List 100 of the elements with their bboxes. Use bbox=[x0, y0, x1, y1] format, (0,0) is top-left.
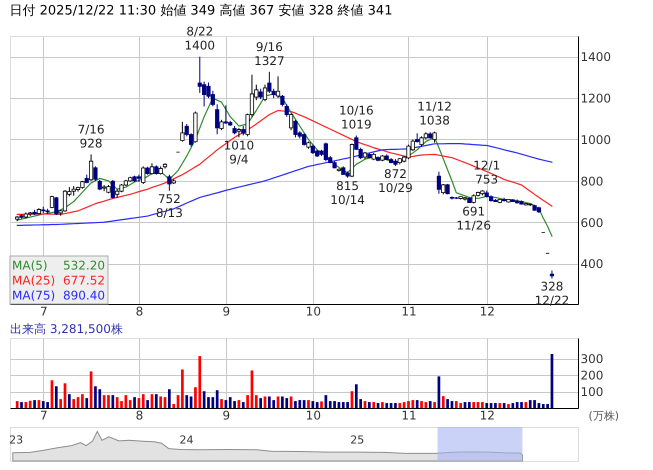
bar bbox=[220, 399, 223, 408]
candlestick bbox=[62, 190, 68, 212]
annotation: 12/1 753 bbox=[473, 158, 500, 187]
annotation: 328 12/22 bbox=[534, 280, 570, 308]
candlestick bbox=[288, 113, 294, 131]
bar bbox=[38, 400, 40, 408]
bar bbox=[72, 399, 76, 408]
bar bbox=[250, 370, 254, 408]
bar bbox=[211, 397, 214, 408]
bar bbox=[528, 400, 532, 408]
bar bbox=[416, 400, 419, 408]
candlestick bbox=[54, 196, 58, 216]
bar bbox=[464, 402, 466, 408]
bar bbox=[133, 397, 136, 408]
bar bbox=[316, 402, 319, 408]
candlestick bbox=[88, 154, 94, 182]
bar bbox=[307, 400, 310, 408]
x-tick-label: 10 bbox=[306, 408, 321, 422]
bar bbox=[485, 403, 488, 408]
bar bbox=[320, 401, 323, 408]
bar bbox=[107, 395, 110, 408]
bar bbox=[302, 400, 306, 408]
bar bbox=[98, 389, 102, 408]
bar bbox=[272, 400, 276, 408]
annotation: 752 8/13 bbox=[156, 192, 183, 220]
chart-title: 日付 2025/12/22 11:30 始値 349 高値 367 安値 328 終値 341 bbox=[10, 2, 392, 19]
annotation: 9/16 1327 bbox=[254, 40, 285, 68]
candlestick bbox=[180, 121, 184, 142]
bar bbox=[290, 396, 292, 408]
candlestick bbox=[141, 166, 146, 184]
bar bbox=[111, 395, 114, 408]
bar bbox=[472, 402, 476, 408]
text: MA(75) bbox=[12, 288, 56, 302]
annotation: 890.40 bbox=[63, 288, 105, 302]
bar bbox=[428, 401, 432, 408]
bar bbox=[24, 402, 28, 408]
annotation: 815 10/14 bbox=[330, 178, 365, 207]
bar bbox=[507, 404, 510, 408]
bar bbox=[376, 403, 380, 408]
annotation: 11/12 1038 bbox=[417, 100, 452, 128]
candlestick bbox=[419, 136, 424, 148]
candlestick bbox=[472, 194, 476, 204]
bar bbox=[216, 390, 219, 408]
candlestick bbox=[154, 164, 158, 176]
y-axis-title: (万株) bbox=[588, 410, 620, 422]
candlestick bbox=[441, 183, 446, 195]
bar bbox=[142, 394, 145, 408]
bar bbox=[68, 394, 71, 408]
bar bbox=[154, 394, 158, 408]
bar bbox=[16, 401, 19, 408]
y-tick-label: 100 bbox=[580, 385, 604, 400]
bar bbox=[298, 400, 302, 408]
y-tick-label: 600 bbox=[580, 216, 604, 230]
candlestick bbox=[241, 126, 246, 136]
bar bbox=[520, 402, 523, 408]
x-tick-label: 8 bbox=[136, 408, 144, 422]
x-tick-label: 9 bbox=[222, 304, 230, 318]
annotation: 1010 9/4 bbox=[224, 138, 254, 166]
bar bbox=[228, 397, 232, 408]
x-tick-label: 7 bbox=[40, 408, 48, 422]
bar bbox=[268, 396, 271, 408]
bar bbox=[454, 401, 458, 408]
annotation: 532.20 bbox=[63, 258, 105, 272]
bar bbox=[368, 402, 371, 408]
bar bbox=[346, 402, 349, 408]
y-tick-label: 400 bbox=[580, 257, 604, 272]
bar bbox=[76, 397, 80, 408]
annotation: 872 10/29 bbox=[378, 166, 413, 195]
bar bbox=[516, 402, 519, 408]
bar bbox=[294, 401, 297, 408]
candlestick bbox=[415, 132, 420, 144]
x-tick-label: 11 bbox=[401, 408, 417, 422]
bar bbox=[433, 402, 436, 408]
bar bbox=[185, 395, 188, 408]
bar bbox=[46, 402, 49, 408]
bar bbox=[350, 391, 354, 408]
candlestick bbox=[262, 84, 268, 102]
bar bbox=[542, 404, 545, 408]
y-tick-label: 300 bbox=[580, 352, 604, 366]
bar bbox=[420, 401, 423, 408]
bar bbox=[502, 403, 506, 408]
candlestick bbox=[110, 179, 115, 199]
bar bbox=[438, 376, 440, 408]
candlestick bbox=[258, 88, 263, 100]
bar bbox=[498, 403, 502, 408]
bar bbox=[164, 397, 166, 408]
x-tick-label: 9 bbox=[222, 408, 230, 422]
candlestick bbox=[219, 119, 224, 131]
y-tick-label: 1200 bbox=[580, 92, 612, 106]
text: MA(25) bbox=[12, 274, 56, 288]
bar bbox=[20, 402, 23, 408]
bar bbox=[411, 400, 414, 408]
bar bbox=[259, 398, 262, 408]
candlestick bbox=[406, 144, 411, 160]
y-tick-label: 200 bbox=[580, 368, 604, 383]
bar bbox=[116, 397, 119, 408]
bar bbox=[242, 402, 245, 408]
bar bbox=[398, 403, 402, 408]
bar bbox=[54, 386, 58, 408]
x-tick-label: 25 bbox=[350, 434, 364, 446]
